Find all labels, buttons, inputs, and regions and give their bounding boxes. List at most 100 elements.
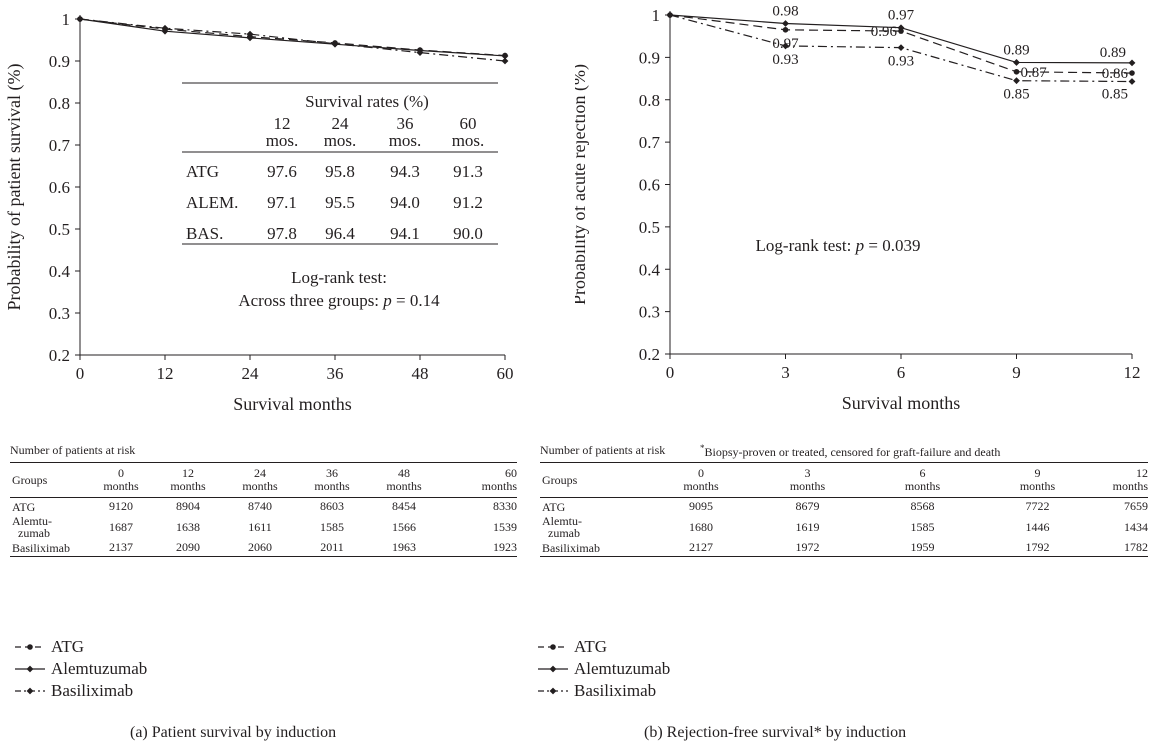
series-point-basiliximab	[1128, 78, 1136, 85]
risk-table-grid: Groups 0 months 12 months 24 months 36 months 48 m…	[10, 462, 517, 557]
risk-cell: 2060	[224, 539, 296, 557]
legend-label: Basiliximab	[51, 681, 134, 700]
legend-swatch	[15, 665, 45, 673]
legend-label: Basiliximab	[574, 681, 657, 700]
y-tick-label: 0.9	[639, 48, 660, 67]
series-point-basiliximab	[666, 11, 674, 19]
y-tick-label: 0.8	[639, 91, 660, 110]
data-label: 0.85	[1102, 87, 1128, 103]
risk-cell: 1687	[109, 519, 133, 534]
legend-marker	[26, 687, 34, 695]
x-tick-label: 3	[781, 363, 790, 382]
inset-row-label: BAS.	[186, 224, 223, 243]
y-tick-label: 0.9	[49, 52, 70, 71]
legend-label: ATG	[51, 637, 85, 656]
risk-cell: 8330	[493, 499, 517, 513]
log-rank-result: Log-rank test: p = 0.039	[756, 236, 921, 255]
legend-marker	[26, 665, 34, 673]
risk-cell: 2137	[90, 539, 152, 557]
y-tick-label: 0.4	[639, 260, 661, 279]
legend-swatch	[538, 665, 568, 673]
legend-marker	[549, 665, 557, 673]
y-tick-label: 1	[652, 6, 661, 25]
series-point-basiliximab	[897, 44, 905, 52]
risk-cell: 1638	[176, 519, 200, 534]
risk-header-groups: Groups	[540, 462, 652, 498]
risk-header-month: 12 months	[152, 462, 224, 498]
data-label: 0.97	[888, 8, 915, 24]
inset-cell: 95.8	[325, 162, 355, 181]
inset-col-header: 36	[397, 114, 414, 133]
y-tick-label: 0.5	[639, 218, 660, 237]
y-tick-label: 0.6	[49, 178, 70, 197]
risk-header-month: 0 months	[652, 462, 750, 498]
x-tick-label: 48	[412, 364, 429, 383]
inset-cell: 97.8	[267, 224, 297, 243]
inset-title: Survival rates (%)	[305, 92, 429, 111]
risk-header-month: 24 months	[224, 462, 296, 498]
risk-cell: 1585	[320, 519, 344, 534]
x-axis-label: Survival months	[233, 394, 352, 414]
panel-b: 0.2 0.3 0.4 0.5 0.6 0.7 0.8 0.9 1 0 3 6 9 12 Survival …	[538, 0, 1151, 752]
risk-group-label: Basiliximab	[10, 539, 90, 557]
risk-table-caption: Number of patients at risk	[10, 443, 136, 457]
x-tick-label: 0	[76, 364, 85, 383]
series-line-basiliximab	[79, 18, 506, 62]
risk-header-month: 3 months	[750, 462, 865, 498]
risk-table-footnote: *Biopsy-proven or treated, censored for …	[700, 443, 1001, 459]
legend-swatch	[538, 644, 568, 650]
legend-swatch	[538, 687, 568, 695]
series-point-alemtuzumab	[782, 20, 789, 27]
series-line-alemtuzumab	[79, 18, 506, 57]
legend-marker	[549, 687, 557, 695]
panel-a: 0.2 0.3 0.4 0.5 0.6 0.7 0.8 0.9 1 0 12 24 36 48 60 Surv…	[0, 0, 575, 752]
risk-cell: 7722	[1025, 499, 1050, 513]
risk-header-month: 48 months	[368, 462, 440, 498]
x-tick-label: 12	[1124, 363, 1141, 382]
risk-cell: 8603	[320, 499, 344, 513]
risk-cell: 1619	[795, 519, 820, 534]
risk-table-caption: Number of patients at risk	[540, 443, 666, 457]
x-tick-label: 9	[1012, 363, 1021, 382]
data-label: 0.89	[1100, 45, 1126, 61]
y-tick-label: 0.7	[639, 133, 661, 152]
risk-group-label: ATG	[542, 499, 566, 514]
risk-cell: 1680	[689, 519, 713, 534]
x-tick-label: 36	[327, 364, 344, 383]
data-label: 0.93	[888, 54, 914, 70]
x-axis-label: Survival months	[842, 393, 961, 413]
risk-cell: 1611	[248, 519, 272, 534]
x-tick-label: 0	[666, 363, 675, 382]
data-label: 0.97	[772, 36, 799, 52]
data-label: 0.93	[772, 52, 798, 68]
log-rank-result: Across three groups: p = 0.14	[238, 291, 440, 310]
risk-cell: 8568	[910, 499, 935, 513]
data-label: 0.85	[1003, 87, 1029, 103]
legend-a: ATG Alemtuzumab Basiliximab	[14, 637, 314, 707]
y-tick-label: 0.2	[639, 345, 660, 364]
risk-group-label: ATG	[12, 499, 36, 514]
chart-b-plot: 0.2 0.3 0.4 0.5 0.6 0.7 0.8 0.9 1 0 3 6 9 12 Survival …	[575, 3, 1141, 413]
risk-header-month: 9 months	[980, 462, 1095, 498]
risk-cell: 8740	[248, 499, 272, 513]
inset-cell: 96.4	[325, 224, 355, 243]
inset-col-header: 12	[274, 114, 291, 133]
series-line-atg	[79, 18, 506, 57]
y-tick-label: 0.4	[49, 262, 71, 281]
legend-label: Alemtuzumab	[574, 659, 671, 678]
risk-cell: 9095	[689, 499, 713, 513]
series-point-basiliximab	[782, 42, 789, 50]
risk-cell: 8679	[795, 499, 820, 513]
y-tick-label: 0.3	[639, 303, 660, 322]
inset-col-header: mos.	[389, 131, 422, 150]
series-point-alemtuzumab	[1013, 59, 1020, 66]
table-row: Basiliximab 2137 2090 2060 2011 1963 1923	[10, 539, 517, 557]
inset-col-header: mos.	[452, 131, 485, 150]
x-tick-label: 12	[157, 364, 174, 383]
log-rank-label: Log-rank test:	[291, 268, 387, 287]
risk-cell: 1792	[980, 539, 1095, 557]
data-label: 0.86	[1102, 66, 1129, 82]
series-point-basiliximab	[76, 15, 84, 23]
risk-table-grid: Groups 0 months 3 months 6 months 9 months 12 mont…	[540, 462, 1148, 557]
risk-cell: 1923	[440, 539, 517, 557]
